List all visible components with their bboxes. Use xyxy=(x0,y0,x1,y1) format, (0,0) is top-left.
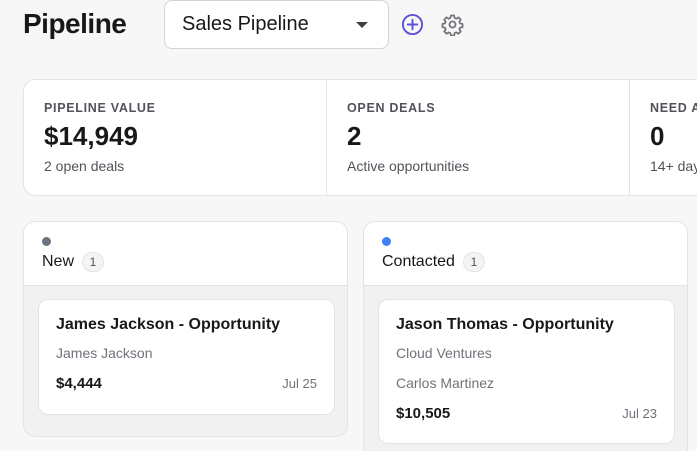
stat-open-deals: OPEN DEALS 2 Active opportunities xyxy=(327,80,630,195)
deal-card[interactable]: James Jackson - Opportunity James Jackso… xyxy=(38,299,335,415)
stage-header: New 1 xyxy=(24,222,347,286)
stat-subtext: Active opportunities xyxy=(347,158,470,174)
stage-count-badge: 1 xyxy=(462,252,485,272)
stage-count-badge: 1 xyxy=(82,252,105,272)
page-title: Pipeline xyxy=(23,8,127,39)
gear-icon xyxy=(441,14,464,37)
stage-header: Contacted 1 xyxy=(364,222,687,286)
plus-circle-icon xyxy=(401,13,424,36)
deal-contact: Carlos Martinez xyxy=(396,375,495,391)
chevron-down-icon xyxy=(356,21,368,28)
stage-title: Contacted xyxy=(382,253,455,270)
deal-amount: $10,505 xyxy=(396,405,451,422)
pipeline-settings-button[interactable] xyxy=(441,13,464,37)
stat-value: 0 xyxy=(650,121,665,151)
stat-label: NEED ATTENTION xyxy=(650,101,697,115)
stage-color-dot xyxy=(42,237,51,246)
stat-label: OPEN DEALS xyxy=(347,101,436,115)
stat-value: $14,949 xyxy=(44,121,138,151)
pipeline-stats: PIPELINE VALUE $14,949 2 open deals OPEN… xyxy=(23,79,697,196)
stat-need-attention: NEED ATTENTION 0 14+ days xyxy=(630,80,697,195)
stat-subtext: 2 open deals xyxy=(44,158,125,174)
deal-title: James Jackson - Opportunity xyxy=(56,316,281,333)
deal-date: Jul 23 xyxy=(622,406,657,421)
stage-title: New xyxy=(42,253,75,270)
deal-amount: $4,444 xyxy=(56,375,102,392)
deal-title: Jason Thomas - Opportunity xyxy=(396,316,614,333)
add-pipeline-button[interactable] xyxy=(401,13,424,36)
stat-value: 2 xyxy=(347,121,362,151)
stat-pipeline-value: PIPELINE VALUE $14,949 2 open deals xyxy=(24,80,327,195)
stat-label: PIPELINE VALUE xyxy=(44,101,156,115)
deal-date: Jul 25 xyxy=(282,376,317,391)
deal-contact: James Jackson xyxy=(56,345,153,361)
deal-card[interactable]: Jason Thomas - Opportunity Cloud Venture… xyxy=(378,299,675,444)
stage-column-new: New 1 James Jackson - Opportunity James … xyxy=(23,221,348,437)
pipeline-select-value: Sales Pipeline xyxy=(182,13,309,35)
stage-column-contacted: Contacted 1 Jason Thomas - Opportunity C… xyxy=(363,221,688,451)
deal-company: Cloud Ventures xyxy=(396,345,492,361)
stat-subtext: 14+ days xyxy=(650,158,697,174)
pipeline-select[interactable]: Sales Pipeline xyxy=(164,0,389,49)
stage-color-dot xyxy=(382,237,391,246)
